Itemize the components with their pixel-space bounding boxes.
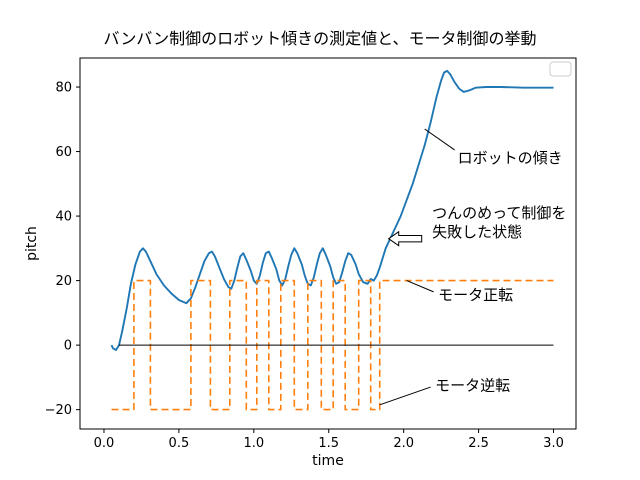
y-axis-label: pitch xyxy=(24,226,40,261)
x-tick-label: 2.5 xyxy=(468,436,489,451)
series-pitch xyxy=(110,69,554,351)
motor-reverse-label: モータ逆転 xyxy=(435,376,510,394)
y-tick-label: 20 xyxy=(55,274,72,289)
motor-reverse-label-leader-line xyxy=(379,386,431,406)
x-tick-label: 0.5 xyxy=(169,436,190,451)
y-tick-label: 40 xyxy=(55,210,72,225)
chart-title: バンバン制御のロボット傾きの測定値と、モータ制御の挙動 xyxy=(103,29,537,48)
motor-forward-label-leader-line xyxy=(406,280,434,293)
failure-label: つんのめって制御を xyxy=(432,204,566,222)
y-tick-label: 60 xyxy=(55,145,72,160)
x-tick-label: 0.0 xyxy=(94,436,115,451)
failure-label: 失敗した状態 xyxy=(432,223,522,241)
block-arrow-icon xyxy=(387,230,423,247)
legend-box xyxy=(549,61,572,77)
motor-forward-label: モータ正転 xyxy=(438,286,513,304)
plot-frame xyxy=(79,57,577,430)
x-axis-label: time xyxy=(312,453,344,469)
x-tick-label: 1.5 xyxy=(318,436,339,451)
y-tick-label: 0 xyxy=(64,339,72,354)
x-tick-label: 1.0 xyxy=(243,436,264,451)
x-tick-label: 3.0 xyxy=(543,436,564,451)
robot-tilt-label-leader-line xyxy=(424,128,455,151)
robot-tilt-label: ロボットの傾き xyxy=(458,149,563,167)
y-tick-label: −20 xyxy=(45,403,72,418)
y-tick-label: 80 xyxy=(55,81,72,96)
x-tick-label: 2.0 xyxy=(393,436,414,451)
